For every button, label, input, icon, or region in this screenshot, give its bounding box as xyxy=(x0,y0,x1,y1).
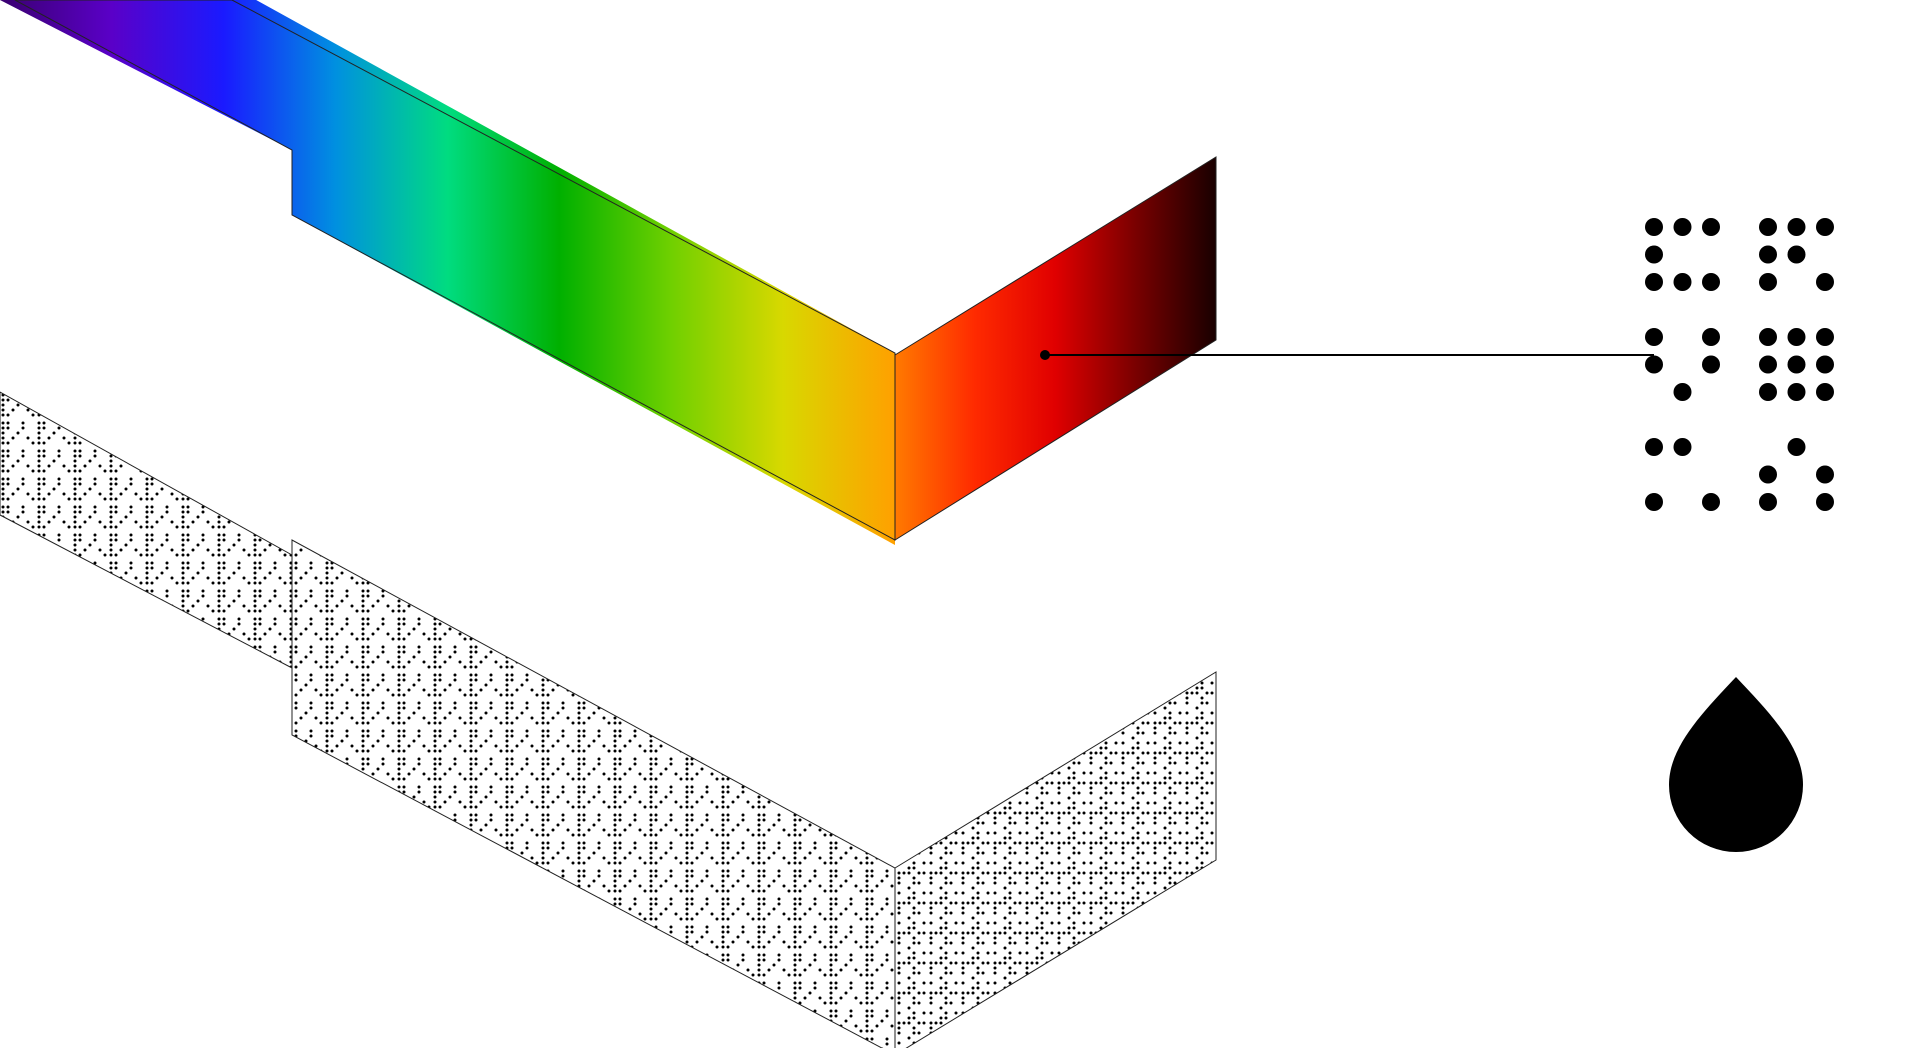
braille-dot xyxy=(1645,328,1663,346)
braille-dot xyxy=(1787,218,1806,236)
rainbow-shape xyxy=(0,0,1217,545)
braille-dot xyxy=(1816,493,1834,511)
braille-dot xyxy=(1673,383,1692,401)
braille-dot xyxy=(1787,245,1806,264)
rainbow-side-face xyxy=(894,156,1217,541)
braille-dot xyxy=(1759,383,1777,401)
braille-dot xyxy=(1816,465,1834,484)
braille-dot xyxy=(1702,493,1720,511)
braille-dot xyxy=(1702,355,1720,374)
braille-dot xyxy=(1645,355,1663,374)
braille-dot xyxy=(1759,245,1777,264)
braille-dot xyxy=(1816,383,1834,401)
braille-dot xyxy=(1759,328,1777,346)
braille-dot xyxy=(1759,465,1777,484)
braille-dot xyxy=(1787,383,1806,401)
texture-side-face xyxy=(894,671,1217,1048)
rainbow-extruded-face xyxy=(14,0,896,541)
braille-dot xyxy=(1759,273,1777,291)
braille-dot xyxy=(1759,493,1777,511)
braille-dot xyxy=(1645,438,1663,456)
braille-dot xyxy=(1759,355,1777,374)
braille-dot xyxy=(1702,273,1720,291)
connector-dot xyxy=(1040,350,1050,360)
braille-dot-pattern-icon xyxy=(1645,218,1834,511)
texture-front-face xyxy=(0,391,896,1048)
braille-dot xyxy=(1645,493,1663,511)
braille-dot xyxy=(1787,438,1806,456)
drop-icon xyxy=(1669,677,1803,852)
braille-dot xyxy=(1645,245,1663,264)
braille-dot xyxy=(1673,218,1692,236)
braille-dot xyxy=(1673,273,1692,291)
braille-dot xyxy=(1787,328,1806,346)
connector xyxy=(1040,350,1654,360)
braille-dot xyxy=(1702,218,1720,236)
braille-dot xyxy=(1645,273,1663,291)
braille-dot xyxy=(1702,328,1720,346)
braille-dot xyxy=(1787,355,1806,374)
braille-texture-shape xyxy=(0,391,1217,1048)
braille-dot xyxy=(1816,355,1834,374)
braille-dot xyxy=(1816,328,1834,346)
braille-dot xyxy=(1673,438,1692,456)
braille-dot xyxy=(1759,218,1777,236)
braille-dot xyxy=(1645,218,1663,236)
braille-dot xyxy=(1816,273,1834,291)
braille-dot xyxy=(1816,218,1834,236)
